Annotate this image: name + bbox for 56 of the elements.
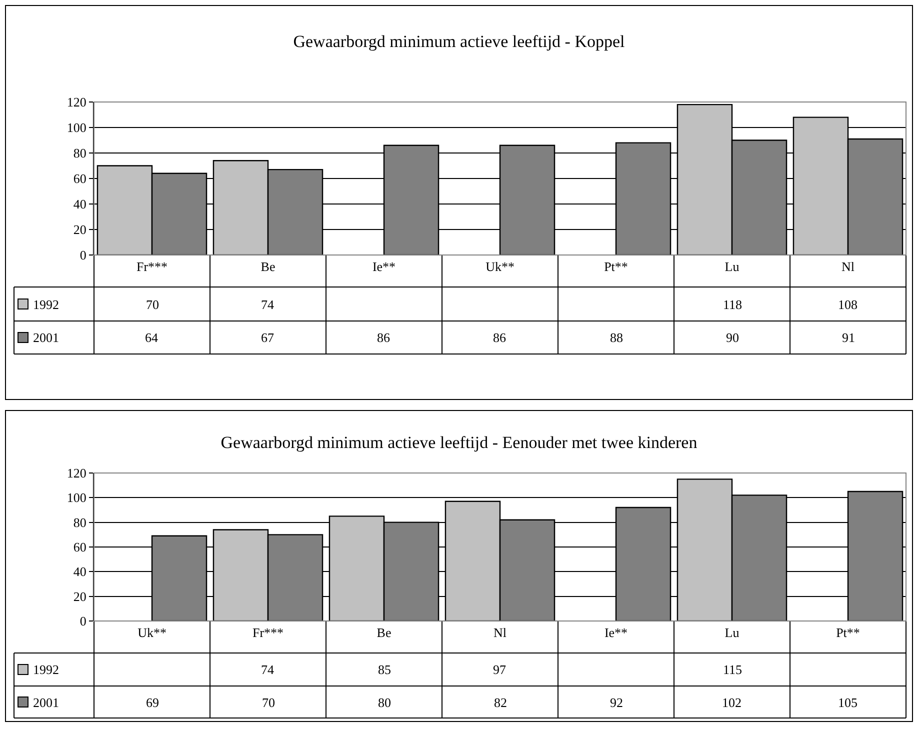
chart-title: Gewaarborgd minimum actieve leeftijd - Koppel <box>293 32 626 51</box>
data-label: 64 <box>145 330 158 345</box>
data-label: 105 <box>838 695 858 710</box>
legend-label: 1992 <box>33 662 59 677</box>
data-label: 91 <box>842 330 855 345</box>
data-label: 92 <box>610 695 623 710</box>
data-label: 115 <box>723 662 742 677</box>
y-tick-label: 120 <box>66 466 86 481</box>
x-tick-label: Lu <box>724 259 740 274</box>
x-tick-label: Pt** <box>604 259 628 274</box>
y-tick-label: 80 <box>73 514 86 530</box>
y-tick-label: 0 <box>80 614 86 629</box>
y-tick-label: 80 <box>73 146 86 161</box>
x-tick-label: Nl <box>842 259 855 274</box>
x-tick-label: Pt** <box>836 625 860 640</box>
legend-label: 2001 <box>33 330 59 345</box>
x-tick-label: Be <box>376 625 392 640</box>
y-tick-label: 100 <box>66 490 86 506</box>
data-label: 86 <box>377 330 390 345</box>
x-tick-label: Be <box>260 259 276 274</box>
y-tick-label: 100 <box>66 120 86 136</box>
y-tick-label: 60 <box>73 540 86 555</box>
x-tick-label: Ie** <box>372 259 396 274</box>
data-label: 86 <box>493 330 506 345</box>
y-tick-label: 120 <box>66 94 86 110</box>
chart-title: Gewaarborgd minimum actieve leeftijd - Eenouder met twee kinderen <box>220 432 698 452</box>
data-label: 70 <box>262 695 275 710</box>
data-label: 80 <box>378 695 391 710</box>
x-tick-label: Lu <box>724 625 740 640</box>
legend-label: 2001 <box>33 695 59 710</box>
x-tick-label: Fr*** <box>136 259 168 274</box>
data-label: 118 <box>723 297 742 312</box>
y-tick-label: 40 <box>73 196 86 212</box>
x-tick-label: Ie** <box>604 625 628 640</box>
y-tick-label: 0 <box>80 248 86 263</box>
y-tick-label: 20 <box>73 588 86 604</box>
data-label: 102 <box>722 695 742 710</box>
data-label: 85 <box>378 662 391 677</box>
data-label: 70 <box>146 297 159 312</box>
data-label: 97 <box>493 662 506 677</box>
data-label: 82 <box>494 695 507 710</box>
y-tick-label: 60 <box>73 171 86 186</box>
data-label: 69 <box>146 695 159 710</box>
y-tick-label: 40 <box>73 564 86 580</box>
data-label: 108 <box>838 297 858 312</box>
data-label: 74 <box>261 297 274 312</box>
data-label: 67 <box>261 330 274 345</box>
y-tick-label: 20 <box>73 222 86 238</box>
legend-label: 1992 <box>33 297 59 312</box>
data-label: 90 <box>726 330 739 345</box>
x-tick-label: Uk** <box>138 625 166 640</box>
x-tick-label: Uk** <box>486 259 514 274</box>
data-label: 88 <box>610 330 623 345</box>
x-tick-label: Nl <box>494 625 507 640</box>
data-label: 74 <box>261 662 274 677</box>
x-tick-label: Fr*** <box>252 625 284 640</box>
